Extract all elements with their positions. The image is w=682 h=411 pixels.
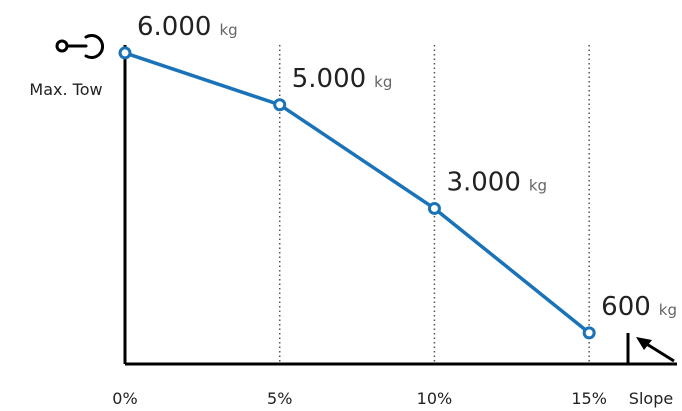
data-label: 600 kg — [601, 292, 677, 322]
data-point — [118, 46, 132, 60]
series-line — [124, 51, 591, 335]
x-tick-labels: 0% 5% 10% 15% — [112, 389, 607, 408]
data-point — [427, 201, 441, 215]
slope-icon — [626, 333, 677, 366]
data-labels: 6.000 kg 5.000 kg 3.000 kg 600 kg — [137, 12, 677, 322]
data-label: 6.000 kg — [137, 12, 238, 42]
data-label: 5.000 kg — [292, 64, 393, 94]
x-tick-label: 15% — [571, 389, 607, 408]
x-tick-label: 10% — [417, 389, 453, 408]
data-point — [273, 98, 287, 112]
series-group — [118, 46, 596, 340]
x-tick-label: 0% — [112, 389, 137, 408]
y-axis-title: Max. Tow — [29, 80, 102, 99]
tow-hook-icon — [55, 34, 104, 59]
x-tick-label: 5% — [267, 389, 292, 408]
data-point — [582, 326, 596, 340]
vertical-gridlines — [278, 45, 590, 364]
data-label: 3.000 kg — [446, 167, 547, 197]
x-axis-title: Slope — [629, 389, 673, 408]
